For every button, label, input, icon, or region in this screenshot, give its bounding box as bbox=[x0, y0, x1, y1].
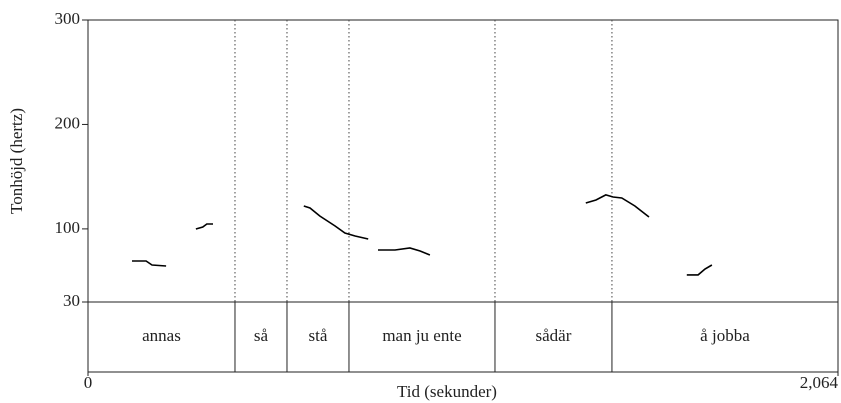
tier-label: stå bbox=[309, 326, 328, 345]
x-tick-label: 2,064 bbox=[800, 373, 839, 392]
pitch-line bbox=[132, 260, 167, 267]
y-tick-label: 200 bbox=[55, 113, 81, 132]
pitch-line bbox=[686, 264, 713, 276]
pitch-line bbox=[585, 194, 650, 218]
tier-label: annas bbox=[142, 326, 181, 345]
pitch-line bbox=[378, 247, 431, 256]
tier-label: så bbox=[254, 326, 269, 345]
x-axis-label: Tid (sekunder) bbox=[397, 382, 497, 401]
x-tick-label: 0 bbox=[84, 373, 93, 392]
y-tick-label: 30 bbox=[63, 291, 80, 310]
y-tick-label: 300 bbox=[55, 9, 81, 28]
tier-label: å jobba bbox=[700, 326, 750, 345]
pitch-line bbox=[195, 223, 213, 230]
tier-label: man ju ente bbox=[382, 326, 461, 345]
pitch-line bbox=[303, 205, 369, 240]
y-axis-label: Tonhöjd (hertz) bbox=[7, 108, 26, 214]
plot-frame bbox=[87, 19, 839, 373]
y-tick-label: 100 bbox=[55, 218, 81, 237]
tier-label: sådär bbox=[536, 326, 572, 345]
